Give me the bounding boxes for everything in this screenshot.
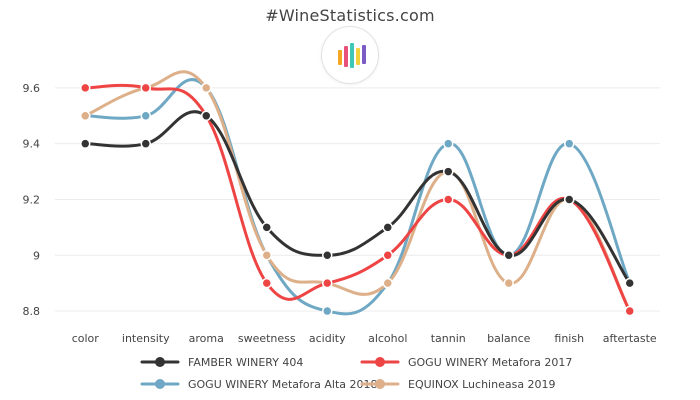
x-tick-label: balance <box>487 332 531 345</box>
x-tick-label: color <box>72 332 100 345</box>
data-point <box>382 277 393 289</box>
legend-marker-icon <box>140 357 180 367</box>
data-point <box>624 277 635 289</box>
data-point <box>140 138 151 149</box>
data-point <box>201 82 212 94</box>
data-point <box>624 305 635 317</box>
legend-label: EQUINOX Luchineasa 2019 <box>408 377 556 391</box>
x-tick-label: tannin <box>431 332 466 345</box>
data-point <box>443 166 454 177</box>
logo-bar-3 <box>350 43 354 68</box>
data-point <box>443 194 454 205</box>
y-tick-label: 9.6 <box>23 82 41 95</box>
legend-item[interactable]: GOGU WINERY Metafora 2017 <box>360 355 580 369</box>
x-tick-label: aroma <box>189 332 224 345</box>
data-point <box>443 138 454 149</box>
data-point <box>503 250 514 261</box>
data-point <box>140 82 151 94</box>
legend-item[interactable]: FAMBER WINERY 404 <box>140 355 360 369</box>
legend-item[interactable]: EQUINOX Luchineasa 2019 <box>360 377 580 391</box>
legend-label: FAMBER WINERY 404 <box>188 355 304 369</box>
data-point <box>80 138 91 149</box>
data-point <box>80 82 91 94</box>
legend-marker-icon <box>360 357 400 367</box>
logo-bar-1 <box>338 50 342 65</box>
data-point <box>261 222 272 233</box>
x-tick-label: intensity <box>122 332 170 345</box>
data-point <box>382 222 393 233</box>
logo-badge <box>321 26 379 84</box>
legend-label: GOGU WINERY Metafora Alta 2018 <box>188 377 378 391</box>
data-point <box>80 110 91 122</box>
data-point <box>322 277 333 289</box>
y-tick-label: 9.4 <box>23 138 41 151</box>
y-tick-label: 9.2 <box>23 193 41 206</box>
data-point <box>564 194 575 205</box>
data-point <box>140 110 151 122</box>
data-point <box>322 250 333 261</box>
data-point <box>201 110 212 122</box>
y-tick-label: 8.8 <box>23 305 41 318</box>
series-line <box>83 110 632 285</box>
logo-bar-2 <box>344 46 348 67</box>
x-tick-label: aftertaste <box>603 332 657 345</box>
bar-chart-logo-icon <box>338 43 366 68</box>
legend-label: GOGU WINERY Metafora 2017 <box>408 355 573 369</box>
data-point <box>261 250 272 261</box>
x-tick-label: finish <box>554 332 584 345</box>
data-point <box>503 277 514 289</box>
x-tick-label: alcohol <box>368 332 407 345</box>
data-point <box>322 305 333 317</box>
data-point <box>564 138 575 149</box>
legend-item[interactable]: GOGU WINERY Metafora Alta 2018 <box>140 377 378 391</box>
series-line <box>83 83 632 313</box>
logo-bar-4 <box>356 48 360 65</box>
data-point <box>261 277 272 289</box>
logo-bar-5 <box>362 45 366 64</box>
series-line <box>83 78 632 316</box>
x-tick-label: acidity <box>309 332 346 345</box>
data-point <box>382 250 393 261</box>
y-tick-label: 9 <box>33 249 40 262</box>
x-tick-label: sweetness <box>238 332 296 345</box>
chart-legend: FAMBER WINERY 404 GOGU WINERY Metafora 20… <box>140 355 580 391</box>
page-title: #WineStatistics.com <box>265 6 435 25</box>
series-line <box>83 70 632 313</box>
legend-marker-icon <box>360 379 400 389</box>
legend-marker-icon <box>140 379 180 389</box>
